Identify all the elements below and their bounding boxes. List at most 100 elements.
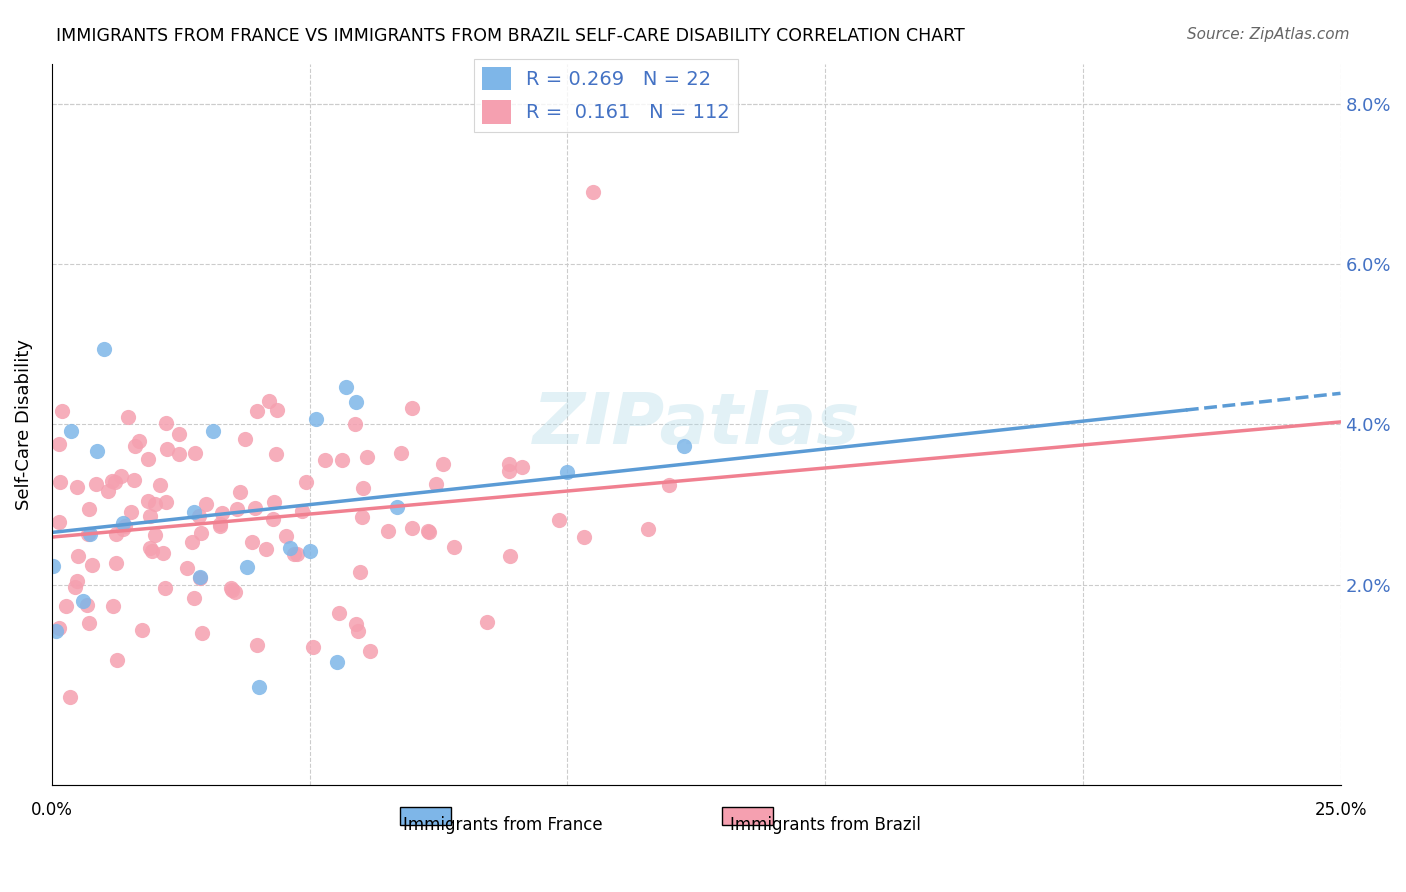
Point [498,458,520,472]
Point [344,394,367,409]
Point [97,484,120,499]
Point [84,477,107,491]
Point [498,464,520,478]
Point [149,478,172,492]
Point [425,476,447,491]
Point [246,638,269,652]
Point [136,494,159,508]
Point [188,508,211,523]
Point [548,513,571,527]
Point [155,495,177,509]
Point [262,512,284,526]
Point [156,442,179,456]
Point [266,403,288,417]
Point [344,417,367,431]
Point [152,545,174,559]
Point [66,574,89,588]
Point [236,560,259,574]
Point [278,541,301,555]
Y-axis label: Self-Care Disability: Self-Care Disability [15,339,32,509]
Point [93,343,115,357]
Point [72,593,94,607]
Point [229,485,252,500]
Point [389,446,412,460]
Point [111,523,134,537]
FancyBboxPatch shape [721,807,773,825]
Point [658,478,681,492]
Point [124,439,146,453]
Text: Immigrants from Brazil: Immigrants from Brazil [730,816,921,834]
Point [276,529,298,543]
Point [153,581,176,595]
Point [104,475,127,489]
Point [111,516,134,531]
Point [637,522,659,536]
Point [294,475,316,489]
Point [208,517,231,532]
Point [188,570,211,584]
Point [167,426,190,441]
Point [82,558,104,573]
Point [291,504,314,518]
Point [131,623,153,637]
FancyBboxPatch shape [399,807,451,825]
Point [283,547,305,561]
Point [211,506,233,520]
Point [86,443,108,458]
Point [176,561,198,575]
Text: 25.0%: 25.0% [1315,801,1367,819]
Point [240,534,263,549]
Point [432,458,454,472]
Point [67,549,90,563]
Point [183,505,205,519]
Point [136,452,159,467]
Point [233,433,256,447]
Point [264,448,287,462]
Point [219,581,242,595]
Point [48,475,70,490]
Point [41,558,63,573]
Point [122,473,145,487]
Text: IMMIGRANTS FROM FRANCE VS IMMIGRANTS FROM BRAZIL SELF-CARE DISABILITY CORRELATIO: IMMIGRANTS FROM FRANCE VS IMMIGRANTS FRO… [56,27,965,45]
Point [48,436,70,450]
Point [299,544,322,558]
Point [48,622,70,636]
Point [77,527,100,541]
Point [139,508,162,523]
Point [418,524,440,538]
Point [325,655,347,669]
Point [672,439,695,453]
Point [101,475,124,489]
Point [105,526,128,541]
Point [76,598,98,612]
Point [304,412,326,426]
Point [208,518,231,533]
Point [510,459,533,474]
Point [401,521,423,535]
Point [180,535,202,549]
Legend: R = 0.269   N = 22, R =  0.161   N = 112: R = 0.269 N = 22, R = 0.161 N = 112 [474,59,738,132]
Point [139,541,162,555]
Point [45,624,67,638]
Point [243,501,266,516]
Point [120,505,142,519]
Point [202,424,225,438]
Point [117,410,139,425]
Point [48,515,70,529]
Point [191,625,214,640]
Point [418,524,440,539]
Point [65,581,87,595]
Point [350,510,373,524]
Point [349,566,371,580]
Point [145,528,167,542]
Point [141,543,163,558]
Text: Source: ZipAtlas.com: Source: ZipAtlas.com [1187,27,1350,42]
Point [110,469,132,483]
Point [574,530,596,544]
Point [128,434,150,449]
Point [582,185,605,199]
Point [246,404,269,418]
Point [499,549,522,564]
Point [401,401,423,415]
Point [443,541,465,555]
